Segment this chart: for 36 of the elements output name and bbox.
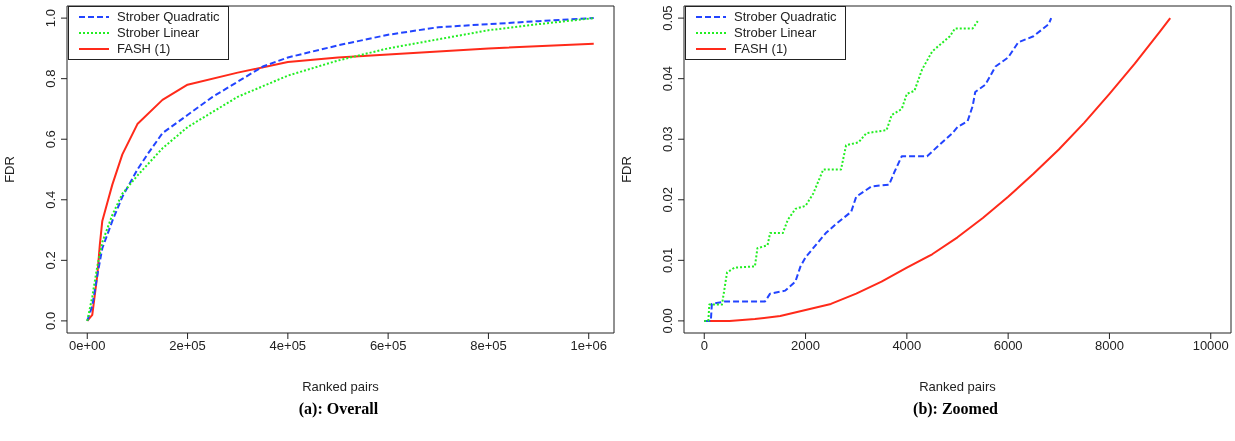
x-tick-label: 6e+05: [369, 338, 407, 354]
x-tick-label: 2000: [791, 338, 821, 354]
y-tick-label: 0.03: [660, 126, 675, 152]
legend-label: Strober Quadratic: [117, 9, 220, 25]
y-tick-label: 0.2: [43, 251, 58, 270]
x-tick-label: 0e+00: [69, 338, 106, 354]
y-tick-label: 0.00: [660, 308, 675, 334]
x-axis-title: Ranked pairs: [302, 379, 380, 394]
x-tick-label: 1e+06: [570, 338, 607, 354]
legend-label: FASH (1): [117, 41, 171, 57]
text: (b): Zoomed: [912, 400, 999, 418]
x-tick-label: 6000: [993, 338, 1023, 354]
x-tick-label: 4e+05: [269, 338, 307, 354]
y-tick-label: 0.02: [660, 187, 675, 213]
text: (a): Overall: [297, 400, 380, 418]
y-tick-label: 0.01: [660, 247, 675, 273]
x-tick-label: 2e+05: [169, 338, 206, 354]
y-tick-label: 0.4: [43, 190, 58, 209]
x-tick-label: 4000: [892, 338, 922, 354]
legend-label: Strober Linear: [117, 25, 200, 41]
x-axis-title: Ranked pairs: [919, 379, 997, 394]
x-tick-label: 0: [700, 338, 708, 354]
legend-label: Strober Linear: [734, 25, 817, 41]
legend-label: Strober Quadratic: [734, 9, 837, 25]
y-axis-title: FDR: [618, 156, 634, 183]
x-tick-label: 8000: [1094, 338, 1124, 354]
legend-label: FASH (1): [734, 41, 788, 57]
x-tick-label: 8e+05: [470, 338, 507, 354]
y-tick-label: 0.6: [43, 130, 58, 149]
y-tick-label: 0.05: [660, 5, 675, 31]
y-tick-label: 0.8: [43, 69, 58, 88]
y-axis-title: FDR: [1, 156, 17, 183]
x-tick-label: 10000: [1192, 338, 1229, 354]
y-tick-label: 1.0: [43, 9, 58, 28]
y-tick-label: 0.04: [660, 66, 675, 92]
y-tick-label: 0.0: [43, 311, 58, 330]
